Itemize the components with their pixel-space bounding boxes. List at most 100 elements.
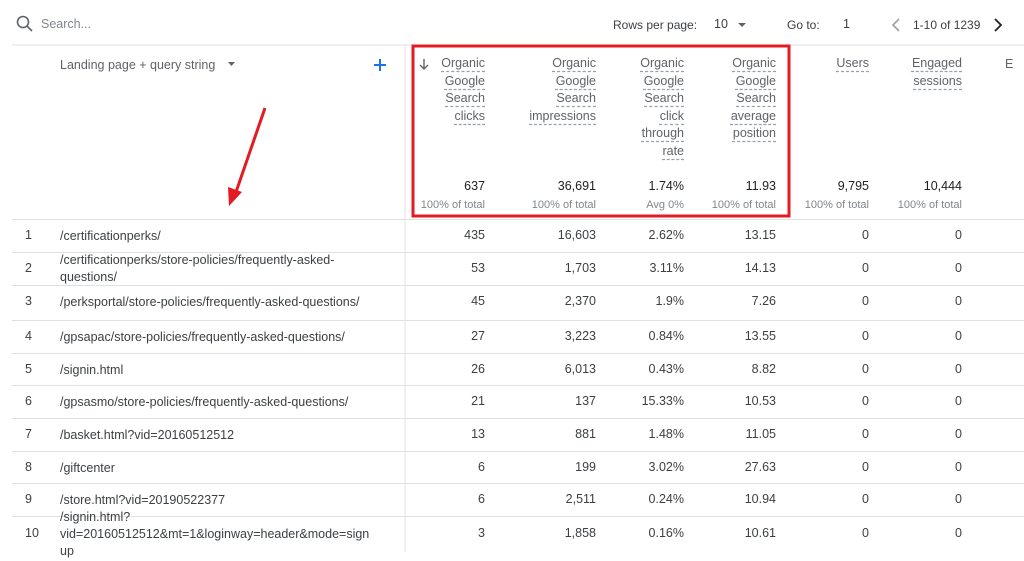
- row-number: 7: [25, 427, 32, 441]
- metric-cell: 0: [862, 394, 869, 408]
- dimension-dropdown[interactable]: [228, 62, 235, 66]
- metric-cell: 0: [955, 526, 962, 540]
- pagination: 1-10 of 1239: [913, 18, 981, 32]
- metric-cell: 27: [471, 329, 485, 343]
- metric-cell: 6: [478, 460, 485, 474]
- landing-page: /gpsasmo/store-policies/frequently-asked…: [60, 394, 349, 409]
- metric-cell: 1.9%: [655, 294, 685, 308]
- column-total-note: 100% of total: [804, 199, 869, 211]
- metric-cell: 13.55: [744, 329, 776, 343]
- metric-cell: 53: [471, 261, 485, 275]
- metric-cell: 10.53: [744, 394, 776, 408]
- partial-column-header: E: [1005, 57, 1014, 71]
- landing-page: /store.html?vid=20190522377: [60, 492, 226, 507]
- goto-value[interactable]: 1: [843, 17, 850, 31]
- metric-cell: 6,013: [564, 362, 596, 376]
- row-separator: [12, 516, 1024, 517]
- metric-cell: 10.61: [744, 526, 776, 540]
- metric-cell: 2.62%: [648, 228, 684, 242]
- metric-cell: 1,858: [564, 526, 596, 540]
- metric-cell: 11.05: [745, 427, 776, 441]
- row-number: 6: [25, 394, 32, 408]
- column-total: 36,691: [557, 179, 596, 193]
- column-total: 1.74%: [648, 179, 684, 193]
- metric-cell: 21: [471, 394, 485, 408]
- annotation-arrow: [234, 107, 267, 193]
- metric-cell: 13: [471, 427, 485, 441]
- metric-cell: 16,603: [557, 228, 596, 242]
- dimension-header[interactable]: Landing page + query string: [60, 58, 216, 72]
- sort-icon[interactable]: [419, 59, 429, 70]
- column-total-note: 100% of total: [420, 199, 485, 211]
- metric-cell: 881: [575, 427, 596, 441]
- column-total: 9,795: [837, 179, 869, 193]
- metric-cell: 0: [955, 294, 962, 308]
- landing-page: /gpsapac/store-policies/frequently-asked…: [60, 329, 345, 344]
- metric-cell: 0: [955, 261, 962, 275]
- column-total-note: 100% of total: [711, 199, 776, 211]
- metric-cell: 199: [575, 460, 596, 474]
- row-number: 9: [25, 492, 32, 506]
- metric-cell: 3,223: [564, 329, 596, 343]
- metric-cell: 13.15: [744, 228, 776, 242]
- metric-cell: 2,511: [565, 492, 596, 506]
- metric-cell: 7.26: [751, 294, 776, 308]
- next-page[interactable]: [994, 18, 1003, 32]
- metric-cell: 0: [955, 329, 962, 343]
- landing-page: /giftcenter: [60, 460, 115, 475]
- column-header: Organic Google Search average position: [730, 56, 777, 140]
- metric-cell: 6: [478, 492, 485, 506]
- metric-cell: 0.43%: [648, 362, 684, 376]
- metric-cell: 14.13: [744, 261, 776, 275]
- metric-cell: 2,370: [564, 294, 596, 308]
- landing-page: /signin.html: [60, 362, 124, 377]
- row-number: 2: [25, 261, 32, 275]
- row-number: 3: [25, 294, 32, 308]
- row-number: 5: [25, 362, 32, 376]
- metric-cell: 15.33%: [641, 394, 684, 408]
- metric-cell: 0: [862, 228, 869, 242]
- metric-cell: 0: [862, 261, 869, 275]
- metric-cell: 0: [862, 294, 869, 308]
- prev-page[interactable]: [891, 18, 900, 32]
- metric-cell: 0: [862, 526, 869, 540]
- row-separator: [12, 285, 1024, 286]
- metric-cell: 26: [471, 362, 485, 376]
- column-total-note: 100% of total: [897, 199, 962, 211]
- row-separator: [12, 418, 1024, 419]
- row-number: 4: [25, 329, 32, 343]
- row-number: 1: [25, 228, 32, 242]
- row-separator: [12, 385, 1024, 386]
- metric-cell: 0.16%: [648, 526, 684, 540]
- column-header: Users: [836, 56, 869, 70]
- add-dimension[interactable]: [374, 59, 386, 71]
- metric-cell: 0: [862, 362, 869, 376]
- column-total-note: 100% of total: [531, 199, 596, 211]
- metric-cell: 0: [955, 492, 962, 506]
- highlight-box: [411, 44, 791, 218]
- row-separator: [12, 252, 1024, 253]
- metric-cell: 0: [862, 427, 869, 441]
- metric-cell: 8.82: [751, 362, 776, 376]
- rows-value[interactable]: 10: [714, 17, 728, 31]
- metric-cell: 10.94: [744, 492, 776, 506]
- goto-label: Go to:: [787, 18, 820, 32]
- column-header: Organic Google Search impressions: [529, 56, 596, 123]
- search-input[interactable]: Search...: [41, 17, 92, 31]
- column-total-note: Avg 0%: [646, 199, 684, 211]
- metric-cell: 0: [955, 362, 962, 376]
- column-total: 11.93: [745, 179, 776, 193]
- landing-page: /basket.html?vid=20160512512: [60, 427, 235, 442]
- metric-cell: 0: [862, 460, 869, 474]
- metric-cell: 1,703: [564, 261, 596, 275]
- metric-cell: 137: [575, 394, 596, 408]
- rows-dropdown-icon[interactable]: [738, 23, 746, 27]
- row-separator: [12, 483, 1024, 484]
- metric-cell: 3: [478, 526, 485, 540]
- metric-cell: 0: [862, 329, 869, 343]
- metric-cell: 0: [955, 427, 962, 441]
- metric-cell: 45: [471, 294, 485, 308]
- metric-cell: 3.02%: [648, 460, 684, 474]
